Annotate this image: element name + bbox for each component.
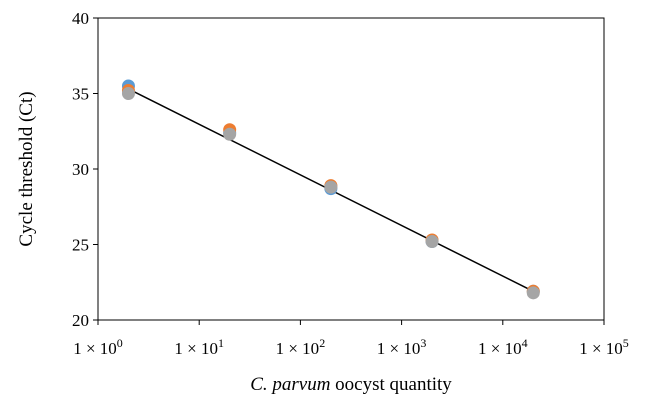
x-axis-ticks: 1 × 100 1 × 101 1 × 102 1 × 103 1 × 104 1 × 1… bbox=[73, 320, 629, 358]
x-tick-label-base: 1 × 10 bbox=[73, 339, 117, 358]
x-tick-label-exponent: 1 bbox=[218, 336, 224, 350]
data-point bbox=[223, 127, 237, 141]
data-point bbox=[526, 286, 540, 300]
y-tick-label: 20 bbox=[72, 311, 89, 330]
y-tick-label: 30 bbox=[72, 160, 89, 179]
x-tick-label-base: 1 × 10 bbox=[276, 339, 320, 358]
x-tick-label-exponent: 5 bbox=[623, 336, 629, 350]
data-points bbox=[121, 79, 540, 300]
x-tick-label-base: 1 × 10 bbox=[478, 339, 522, 358]
x-tick-label-base: 1 × 10 bbox=[174, 339, 218, 358]
data-point bbox=[425, 234, 439, 248]
x-tick-label-exponent: 3 bbox=[420, 336, 426, 350]
x-tick-label: 1 × 105 bbox=[579, 336, 629, 358]
x-axis-title: C. parvum oocyst quantity bbox=[250, 374, 452, 395]
x-axis-title-italic: C. parvum bbox=[250, 374, 330, 395]
x-tick-label-exponent: 2 bbox=[319, 336, 325, 350]
y-tick-label: 35 bbox=[72, 85, 89, 104]
plot-area bbox=[97, 17, 605, 321]
x-tick-label: 1 × 101 bbox=[174, 336, 224, 358]
data-point bbox=[324, 180, 338, 194]
x-tick-label-base: 1 × 10 bbox=[377, 339, 421, 358]
x-tick-label-base: 1 × 10 bbox=[579, 339, 623, 358]
y-axis-ticks: 20 25 30 35 40 bbox=[72, 9, 98, 330]
x-tick-label: 1 × 104 bbox=[478, 336, 528, 358]
y-tick-label: 25 bbox=[72, 236, 89, 255]
y-axis-title: Cycle threshold (Ct) bbox=[16, 91, 37, 246]
y-tick-label: 40 bbox=[72, 9, 89, 28]
x-tick-label: 1 × 102 bbox=[276, 336, 326, 358]
data-point bbox=[121, 87, 135, 100]
x-tick-label-exponent: 4 bbox=[522, 336, 528, 350]
x-tick-label-exponent: 0 bbox=[117, 336, 123, 350]
x-tick-label: 1 × 103 bbox=[377, 336, 427, 358]
x-axis-title-rest: oocyst quantity bbox=[330, 374, 452, 395]
x-tick-label: 1 × 100 bbox=[73, 336, 123, 358]
